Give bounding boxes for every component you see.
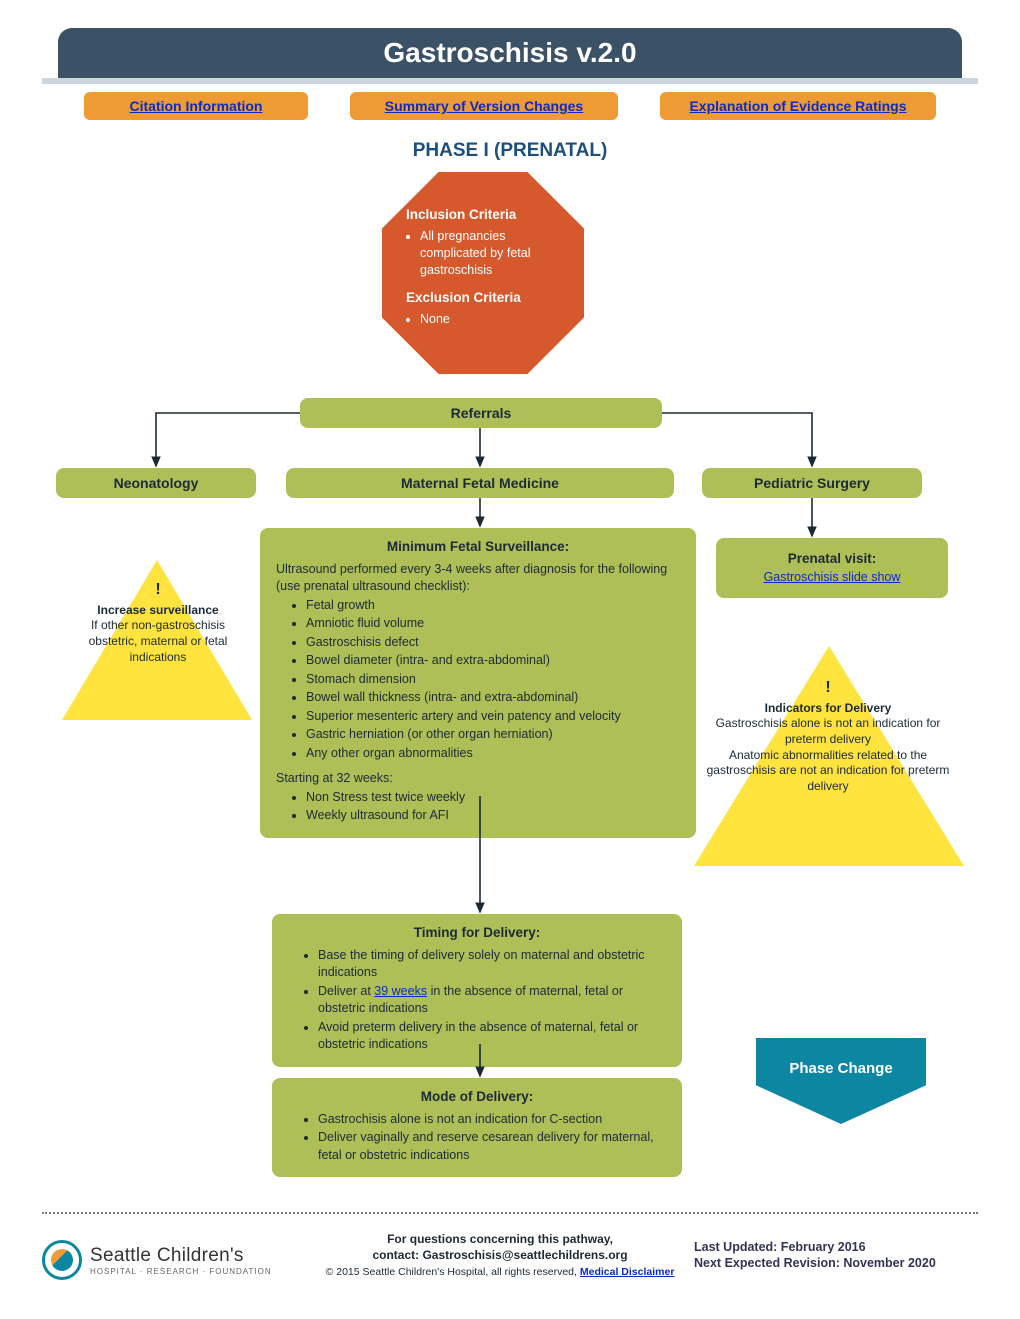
exclusion-item: None	[420, 311, 564, 328]
timing-item: Deliver at 39 weeks in the absence of ma…	[318, 983, 666, 1018]
timing-item: Base the timing of delivery solely on ma…	[318, 947, 666, 982]
timing-item: Avoid preterm delivery in the absence of…	[318, 1019, 666, 1054]
logo-sub: HOSPITAL · RESEARCH · FOUNDATION	[90, 1267, 272, 1276]
footer-contact: contact: Gastroschisis@seattlechildrens.…	[330, 1248, 670, 1262]
mode-item: Deliver vaginally and reserve cesarean d…	[318, 1129, 666, 1164]
referrals-pill: Referrals	[300, 398, 662, 428]
timing-title: Timing for Delivery:	[288, 924, 666, 943]
footer-copyright-line: © 2015 Seattle Children's Hospital, all …	[300, 1266, 700, 1278]
surveillance-item: Stomach dimension	[306, 671, 680, 689]
surveillance-item: Amniotic fluid volume	[306, 615, 680, 633]
phase-change-badge[interactable]: Phase Change	[756, 1038, 926, 1124]
phase-change-label: Phase Change	[789, 1060, 892, 1077]
prenatal-visit-box: Prenatal visit: Gastroschisis slide show	[716, 538, 948, 598]
criteria-octagon: Inclusion Criteria All pregnancies compl…	[382, 172, 584, 374]
logo-main: Seattle Children's	[90, 1245, 272, 1267]
citation-link[interactable]: Citation Information	[84, 92, 308, 120]
surveillance-sub-heading: Starting at 32 weeks:	[276, 770, 680, 788]
surveillance-intro: Ultrasound performed every 3-4 weeks aft…	[276, 561, 680, 596]
footer-questions: For questions concerning this pathway,	[330, 1232, 670, 1246]
dotted-divider	[42, 1212, 978, 1214]
logo: Seattle Children's HOSPITAL · RESEARCH ·…	[42, 1240, 272, 1280]
warn-right-text: ! Indicators for Delivery Gastroschisis …	[694, 678, 962, 794]
peds-surgery-pill: Pediatric Surgery	[702, 468, 922, 498]
footer-updated: Last Updated: February 2016	[694, 1240, 866, 1254]
disclaimer-link[interactable]: Medical Disclaimer	[580, 1266, 675, 1278]
evidence-link-label: Explanation of Evidence Ratings	[689, 98, 906, 114]
mode-item: Gastrochisis alone is not an indication …	[318, 1111, 666, 1129]
surveillance-item: Any other organ abnormalities	[306, 745, 680, 763]
prenatal-visit-title: Prenatal visit:	[788, 551, 877, 566]
surveillance-item: Gastroschisis defect	[306, 634, 680, 652]
mfm-pill: Maternal Fetal Medicine	[286, 468, 674, 498]
inclusion-item: All pregnancies complicated by fetal gas…	[420, 228, 564, 279]
mode-title: Mode of Delivery:	[288, 1088, 666, 1107]
summary-link-label: Summary of Version Changes	[385, 98, 583, 114]
exclusion-heading: Exclusion Criteria	[406, 289, 564, 307]
evidence-link[interactable]: Explanation of Evidence Ratings	[660, 92, 936, 120]
timing-box: Timing for Delivery: Base the timing of …	[272, 914, 682, 1067]
footer-revision: Next Expected Revision: November 2020	[694, 1256, 936, 1270]
warn-left-text: ! Increase surveillance If other non-gas…	[68, 580, 248, 665]
phase-title: PHASE I (PRENATAL)	[0, 140, 1020, 162]
citation-link-label: Citation Information	[130, 98, 263, 114]
logo-icon	[42, 1240, 82, 1280]
surveillance-item: Bowel diameter (intra- and extra-abdomin…	[306, 652, 680, 670]
prenatal-slide-link[interactable]: Gastroschisis slide show	[764, 570, 901, 584]
inclusion-heading: Inclusion Criteria	[406, 206, 564, 224]
page-title-bar: Gastroschisis v.2.0	[58, 28, 962, 78]
surveillance-item: Superior mesenteric artery and vein pate…	[306, 708, 680, 726]
header-underline	[42, 78, 978, 84]
surveillance-sub-item: Weekly ultrasound for AFI	[306, 807, 680, 825]
surveillance-item: Fetal growth	[306, 597, 680, 615]
39-weeks-link[interactable]: 39 weeks	[374, 984, 427, 998]
surveillance-title: Minimum Fetal Surveillance:	[276, 538, 680, 557]
summary-link[interactable]: Summary of Version Changes	[350, 92, 618, 120]
neonatology-pill: Neonatology	[56, 468, 256, 498]
mode-box: Mode of Delivery: Gastrochisis alone is …	[272, 1078, 682, 1177]
surveillance-box: Minimum Fetal Surveillance: Ultrasound p…	[260, 528, 696, 838]
surveillance-item: Bowel wall thickness (intra- and extra-a…	[306, 689, 680, 707]
surveillance-item: Gastric herniation (or other organ herni…	[306, 726, 680, 744]
surveillance-sub-item: Non Stress test twice weekly	[306, 789, 680, 807]
